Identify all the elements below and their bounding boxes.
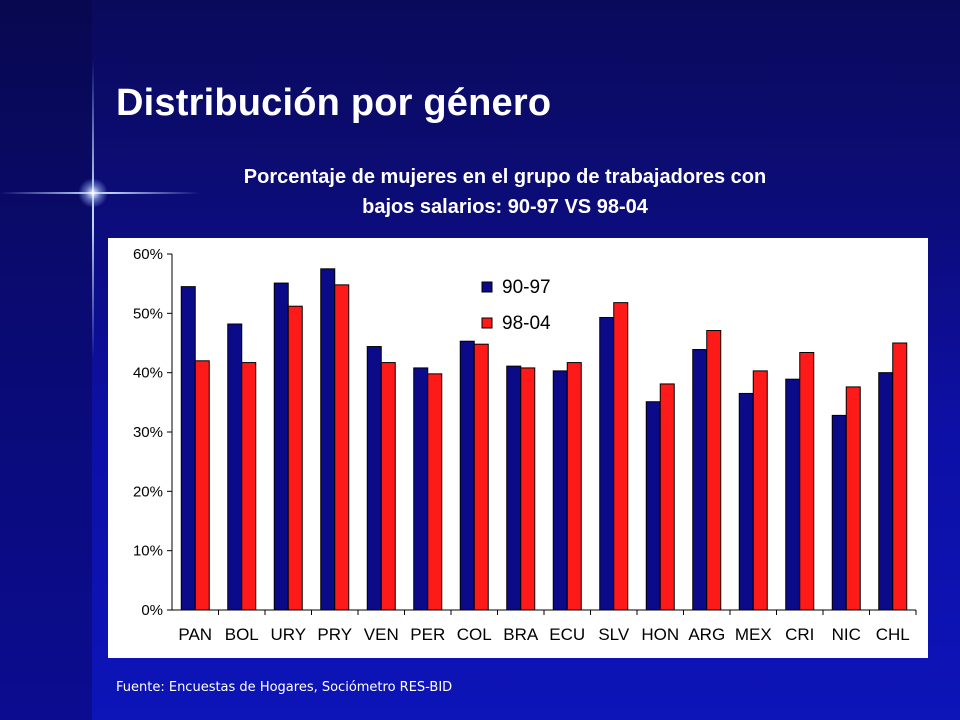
bar-98-04-COL [473,343,489,611]
x-tick-label: VEN [364,625,399,644]
bar-98-04-PAN [194,360,210,611]
x-tick-label: PER [410,625,445,644]
x-tick-label: NIC [832,625,861,644]
x-tick-label: BRA [503,625,539,644]
bar-98-04-BRA [520,367,536,611]
bar-90-97-MEX [738,392,754,611]
x-tick-label: URY [270,625,306,644]
source-note: Fuente: Encuestas de Hogares, Sociómetro… [116,680,453,695]
sparkle-vertical-ray [92,60,94,360]
sparkle-star-icon [78,178,108,208]
bar-98-04-ECU [566,362,582,611]
legend-label-98-04: 98-04 [502,313,551,334]
page-title: Distribución por género [116,82,552,124]
bar-90-97-CHL [878,372,894,611]
bar-98-04-URY [287,305,303,611]
bar-90-97-BOL [227,323,243,611]
x-tick-label: SLV [598,625,630,644]
bar-98-04-CHL [892,342,908,611]
y-tick-label: 50% [133,305,163,322]
bar-90-97-NIC [831,414,847,611]
x-tick-label: CHL [876,625,910,644]
bar-98-04-NIC [845,386,861,611]
legend-swatch-90-97 [481,281,493,293]
bar-98-04-PRY [334,284,350,611]
bar-98-04-BOL [241,362,257,611]
chart-subtitle-line1: Porcentaje de mujeres en el grupo de tra… [243,166,767,188]
x-tick-label: CRI [785,625,814,644]
y-tick-label: 20% [133,483,163,500]
bar-90-97-COL [459,340,475,611]
x-tick-label: PAN [178,625,212,644]
bar-90-97-BRA [506,365,522,611]
x-tick-label: COL [457,625,492,644]
bar-90-97-PRY [320,268,336,611]
bar-90-97-HON [645,401,661,611]
x-tick-label: BOL [225,625,259,644]
chart-panel: 0% 10% 20% 30% 40% 50% 60% PAN BOL URY PRY VEN PER CO… [108,238,928,658]
bar-90-97-ECU [552,370,568,611]
y-tick-label: 60% [133,246,163,263]
x-tick-label: ARG [688,625,725,644]
y-tick-label: 40% [133,365,163,382]
bar-90-97-VEN [366,346,382,611]
x-tick-label: PRY [317,625,352,644]
bar-98-04-CRI [799,351,815,611]
bar-98-04-SLV [613,302,629,611]
bar-98-04-ARG [706,330,722,611]
left-decor-band [0,0,92,720]
bar-98-04-MEX [752,370,768,611]
y-tick-label: 10% [133,543,163,560]
legend-label-90-97: 90-97 [502,277,551,298]
bar-90-97-PAN [180,286,196,611]
bar-90-97-URY [273,282,289,611]
bar-90-97-PER [413,367,429,611]
bar-chart: 0% 10% 20% 30% 40% 50% 60% PAN BOL URY PRY VEN PER CO… [133,246,917,644]
bar-90-97-SLV [599,316,615,611]
bar-90-97-ARG [692,349,708,611]
x-tick-label: ECU [549,625,585,644]
chart-subtitle-line2: bajos salarios: 90-97 VS 98-04 [362,196,648,218]
x-tick-label: HON [641,625,679,644]
y-tick-label: 30% [133,424,163,441]
bar-98-04-VEN [380,362,396,611]
bar-90-97-CRI [785,378,801,611]
x-tick-label: MEX [735,625,772,644]
bar-98-04-HON [659,383,675,611]
chart-subtitle: Porcentaje de mujeres en el grupo de tra… [150,162,860,222]
legend-swatch-98-04 [481,317,493,329]
y-tick-label: 0% [141,602,163,619]
bar-98-04-PER [427,373,443,611]
